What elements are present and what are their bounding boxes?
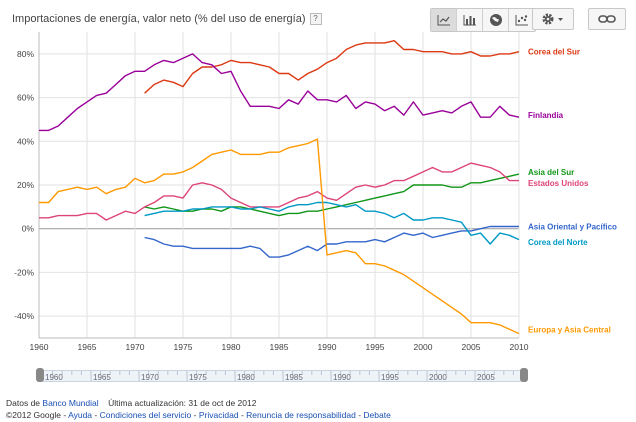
slider-tick-label: 1975 [189, 373, 207, 381]
slider-tick-label: 1960 [45, 373, 63, 381]
bar-chart-icon [463, 15, 476, 26]
footer-links: ©2012 Google - Ayuda - Condiciones del s… [6, 410, 391, 420]
x-tick-label: 2000 [414, 342, 433, 352]
y-tick-label: 60% [17, 93, 34, 103]
x-tick-label: 1995 [366, 342, 385, 352]
gear-icon [542, 13, 563, 25]
line-chart: 80% 60% 40% 20% 0% -20% -40% 1960 1965 1970 1975 19… [14, 32, 617, 352]
series-line-6 [39, 138, 520, 335]
series-label: Asia Oriental y Pacífico [528, 223, 617, 232]
x-tick-label: 1990 [318, 342, 337, 352]
time-slider-ticks: 1960 1965 1970 1975 1980 1985 1990 1995 2000 2005… [43, 371, 514, 381]
link-button[interactable] [588, 8, 626, 30]
footer-link-debate[interactable]: Debate [363, 410, 391, 420]
footer-link-condiciones[interactable]: Condiciones del servicio [99, 410, 192, 420]
time-slider[interactable]: 1960 1965 1970 1975 1980 1985 1990 1995 2000 2005… [36, 368, 528, 382]
footer-link-ayuda[interactable]: Ayuda [68, 410, 93, 420]
x-tick-label: 2005 [462, 342, 481, 352]
series-line-3 [39, 162, 519, 221]
x-tick-label: 1960 [30, 342, 49, 352]
slider-tick-label: 1990 [333, 373, 351, 381]
series-line-4 [144, 225, 519, 258]
slider-tick-label: 1980 [237, 373, 255, 381]
series-line-1 [39, 53, 520, 132]
time-slider-track[interactable]: 1960 1965 1970 1975 1980 1985 1990 1995 2000 2005… [42, 370, 522, 382]
series-label: Finlandia [528, 111, 564, 120]
y-tick-label: 0% [22, 224, 35, 234]
settings-button[interactable] [532, 8, 574, 30]
x-tick-label: 1970 [126, 342, 145, 352]
series-line-5 [144, 201, 520, 245]
source-line: Datos de Banco Mundial Última actualizac… [6, 398, 256, 408]
slider-tick-label: 1970 [141, 373, 159, 381]
y-tick-label: -40% [14, 311, 34, 321]
slider-tick-label: 2000 [429, 373, 447, 381]
slider-tick-label: 1965 [93, 373, 111, 381]
series-label: Estados Unidos [528, 179, 589, 188]
footer-sep: - [240, 410, 244, 420]
help-icon[interactable]: ? [309, 13, 322, 25]
line-chart-button[interactable] [431, 9, 457, 31]
map-button[interactable] [483, 9, 509, 31]
series-label: Europa y Asia Central [528, 325, 611, 334]
y-tick-label: 20% [17, 180, 34, 190]
y-tick-label: -20% [14, 267, 34, 277]
y-tick-label: 40% [17, 136, 34, 146]
bar-chart-button[interactable] [457, 9, 483, 31]
footer-sep: - [63, 410, 67, 420]
x-tick-label: 2010 [510, 342, 529, 352]
x-tick-label: 1965 [78, 342, 97, 352]
series-label: Asia del Sur [528, 168, 574, 177]
time-slider-end-handle[interactable] [520, 368, 528, 382]
footer-sep: - [193, 410, 197, 420]
copyright: ©2012 Google [6, 410, 61, 420]
series-label: Corea del Sur [528, 48, 580, 57]
map-icon [489, 14, 502, 26]
chart-header: Importaciones de energía, valor neto (% … [6, 8, 630, 32]
last-updated: Última actualización: 31 de oct de 2012 [108, 398, 257, 408]
link-icon [598, 15, 616, 23]
x-tick-label: 1980 [222, 342, 241, 352]
line-chart-icon [437, 15, 450, 26]
source-link[interactable]: Banco Mundial [42, 398, 99, 408]
slider-tick-label: 2005 [477, 373, 495, 381]
x-tick-label: 1985 [270, 342, 289, 352]
time-slider-start-handle[interactable] [36, 368, 44, 382]
footer-link-privacidad[interactable]: Privacidad [198, 410, 239, 420]
footer-sep: - [358, 410, 362, 420]
chart-title: Importaciones de energía, valor neto (% … [12, 13, 322, 25]
series-label: Corea del Norte [528, 238, 588, 247]
footer-sep: - [94, 410, 98, 420]
series-line-0 [144, 39, 520, 94]
x-tick-label: 1975 [174, 342, 193, 352]
footer-link-renuncia[interactable]: Renuncia de responsabilidad [246, 410, 356, 420]
series-line-2 [144, 173, 520, 217]
slider-tick-label: 1995 [381, 373, 399, 381]
chart-type-switcher [430, 8, 536, 32]
y-tick-label: 80% [17, 49, 34, 59]
slider-tick-label: 1985 [285, 373, 303, 381]
source-prefix: Datos de [6, 398, 41, 408]
scatter-icon [515, 15, 528, 26]
scatter-button[interactable] [509, 9, 535, 31]
chart-title-text: Importaciones de energía, valor neto (% … [12, 13, 306, 25]
